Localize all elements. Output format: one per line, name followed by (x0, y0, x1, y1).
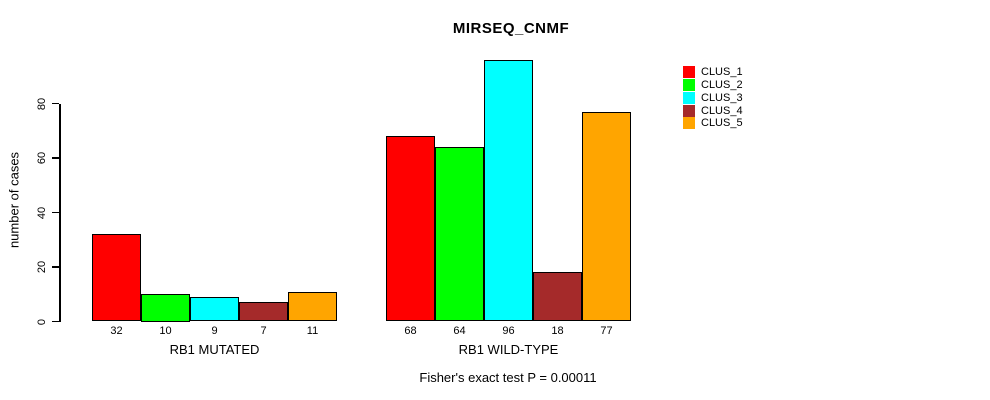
bar-value-label: 18 (551, 325, 564, 337)
legend-item: CLUS_5 (683, 117, 743, 130)
bar-value-label: 10 (159, 325, 172, 337)
bar-value-label: 68 (404, 325, 417, 337)
legend-item: CLUS_3 (683, 91, 743, 105)
y-axis-tick (52, 320, 59, 323)
legend: CLUS_1 CLUS_2 CLUS_3 CLUS_4 CLUS_5 (683, 66, 793, 132)
legend-item: CLUS_2 (683, 79, 743, 92)
bar-value-label: 64 (453, 325, 466, 337)
statistical-test-annotation: Fisher's exact test P = 0.00011 (419, 370, 597, 385)
bar-clus-1 (386, 136, 435, 322)
y-axis-line (59, 103, 61, 322)
bar-clus-5 (582, 111, 631, 322)
bar-clus-3 (484, 59, 533, 322)
x-group-label: RB1 MUTATED (169, 342, 260, 357)
bar-value-label: 7 (260, 325, 267, 337)
bar-clus-4 (533, 272, 582, 322)
legend-swatch (683, 91, 695, 104)
y-tick-label: 40 (36, 206, 48, 219)
legend-label: CLUS_3 (701, 91, 743, 104)
legend-swatch (683, 79, 695, 92)
bar-value-label: 9 (211, 325, 218, 337)
chart-title: MIRSEQ_CNMF (452, 20, 570, 37)
legend-label: CLUS_2 (701, 79, 743, 92)
bar-clus-5 (288, 291, 337, 322)
legend-label: CLUS_4 (701, 104, 743, 117)
legend-item: CLUS_4 (683, 104, 743, 117)
x-group-label: RB1 WILD-TYPE (458, 342, 559, 357)
bar-clus-3 (190, 296, 239, 322)
y-tick-label: 0 (36, 318, 48, 325)
bar-clus-2 (435, 147, 484, 322)
bar-clus-2 (141, 294, 190, 322)
bar-value-label: 96 (502, 325, 515, 337)
legend-label: CLUS_1 (701, 66, 743, 79)
bar-value-label: 32 (110, 325, 123, 337)
legend-item: CLUS_1 (683, 66, 743, 79)
legend-swatch (683, 104, 695, 117)
y-tick-label: 20 (36, 260, 48, 274)
legend-swatch (683, 66, 695, 79)
bar-value-label: 11 (306, 325, 319, 337)
bar-value-label: 77 (600, 325, 613, 337)
y-axis-tick (52, 102, 59, 105)
legend-label: CLUS_5 (701, 117, 743, 130)
y-axis-tick (52, 266, 59, 268)
y-axis-tick (52, 157, 59, 159)
bar-clus-1 (92, 234, 141, 322)
y-tick-label: 80 (36, 97, 48, 110)
y-axis-tick (52, 211, 59, 214)
y-tick-label: 60 (36, 151, 48, 165)
bar-clus-4 (239, 302, 288, 322)
legend-swatch (683, 117, 695, 130)
